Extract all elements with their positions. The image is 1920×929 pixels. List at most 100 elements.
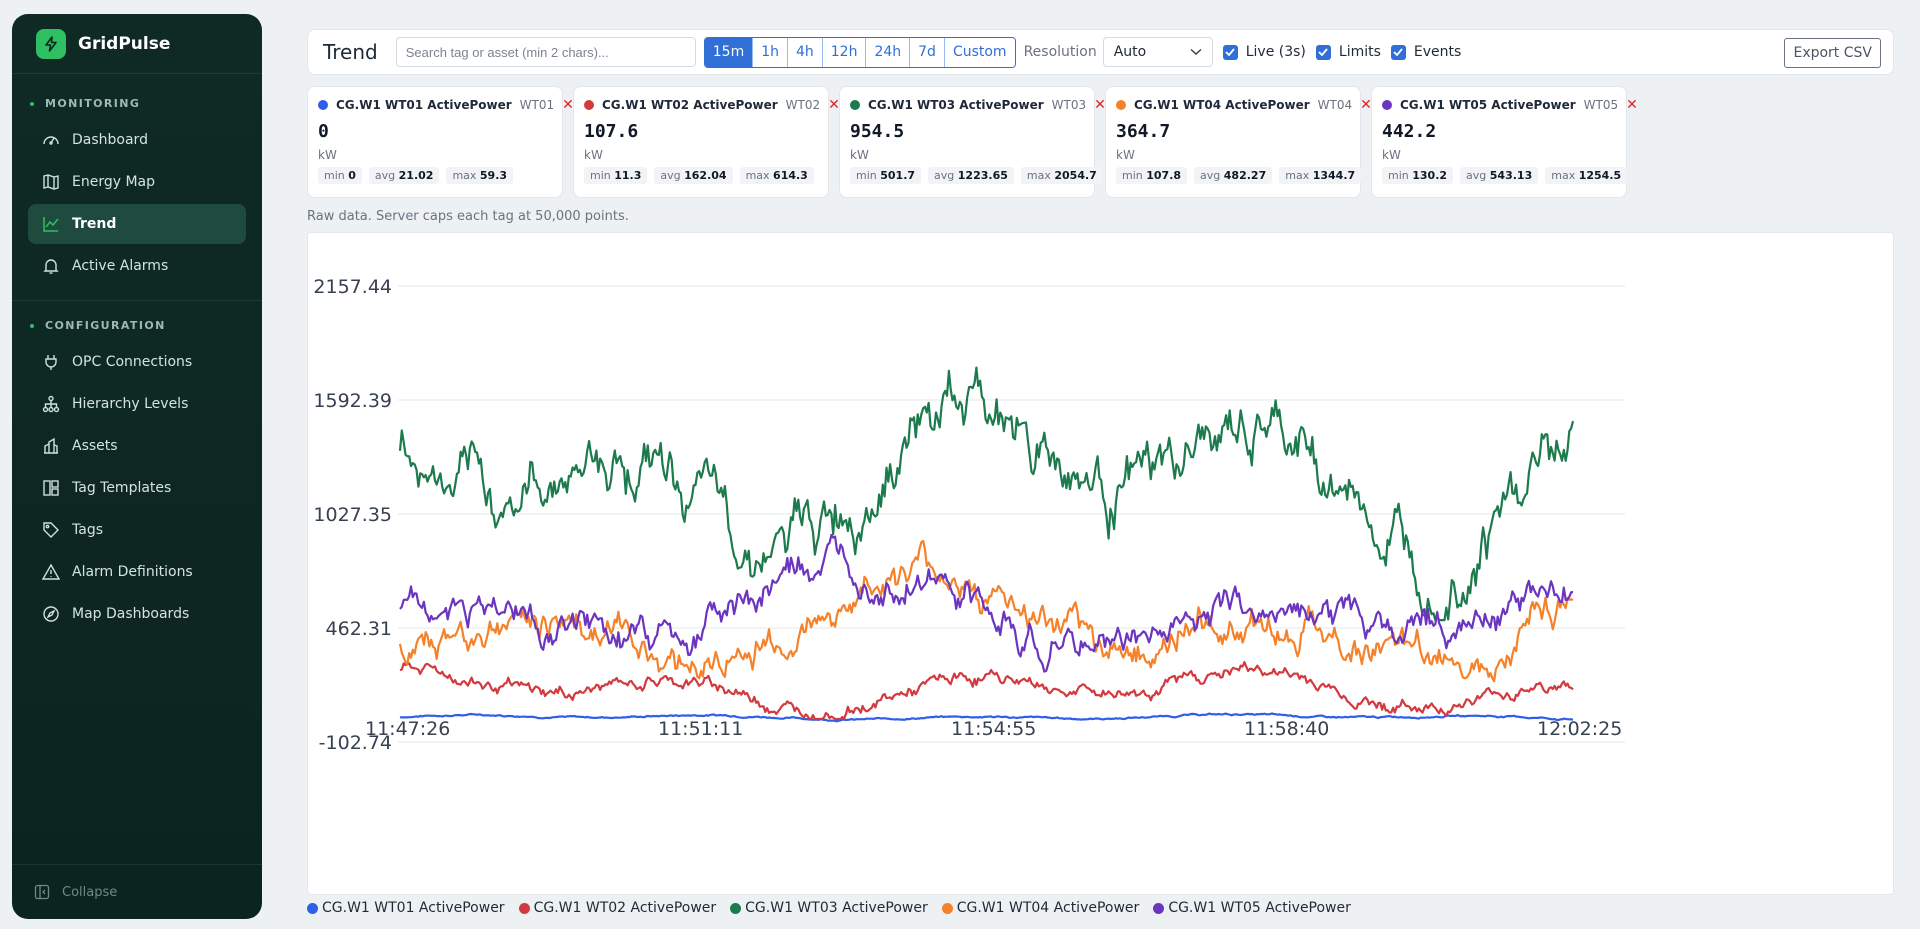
series-color-swatch (584, 100, 594, 110)
remove-tag-icon[interactable]: ✕ (828, 97, 840, 113)
sidebar-item-label: Alarm Definitions (72, 564, 193, 580)
x-tick-label: 11:51:11 (658, 718, 743, 740)
legend-label: CG.W1 WT05 ActivePower (1168, 900, 1351, 916)
tag-unit: kW (584, 148, 603, 162)
legend-swatch (1153, 902, 1165, 914)
trend-icon (43, 217, 59, 232)
series-line (399, 533, 1574, 673)
tag-name: CG.W1 WT03 ActivePower (868, 98, 1044, 112)
tag-search-input[interactable] (395, 37, 696, 67)
legend-item[interactable]: CG.W1 WT02 ActivePower (518, 900, 716, 916)
y-tick-label: 1027.35 (313, 504, 392, 526)
x-tick-label: 11:58:40 (1244, 718, 1329, 740)
tag-code: WT02 (785, 98, 821, 112)
bell-icon (43, 259, 59, 274)
brand[interactable]: GridPulse (12, 14, 262, 74)
events-checkbox[interactable]: Events (1390, 44, 1461, 60)
range-24h-button[interactable]: 24h (866, 37, 911, 67)
legend-item[interactable]: CG.W1 WT05 ActivePower (1153, 900, 1351, 916)
sidebar-item-energy-map[interactable]: Energy Map (28, 162, 246, 202)
y-tick-label: 2157.44 (313, 276, 392, 298)
tag-current-value: 442.2 (1382, 121, 1437, 142)
sidebar-item-label: Energy Map (72, 174, 156, 190)
tag-code: WT05 (1583, 98, 1619, 112)
legend-item[interactable]: CG.W1 WT01 ActivePower (307, 900, 505, 916)
sidebar-item-trend[interactable]: Trend (28, 204, 246, 244)
sidebar: GridPulse MONITORING Dashboard Energy Ma… (12, 14, 262, 919)
hierarchy-icon (42, 395, 60, 413)
tag-current-value: 107.6 (584, 121, 639, 142)
sidebar-item-label: Trend (72, 216, 117, 232)
legend-item[interactable]: CG.W1 WT04 ActivePower (941, 900, 1140, 916)
data-note: Raw data. Server caps each tag at 50,000… (307, 209, 629, 224)
tag-name: CG.W1 WT01 ActivePower (336, 98, 512, 112)
trend-chart[interactable]: 2157.44 1592.39 1027.35 462.31 -102.74 11:47:… (307, 232, 1894, 895)
tag-unit: kW (318, 148, 337, 162)
tag-card: CG.W1 WT04 ActivePower WT04 ✕ 364.7 kW m… (1105, 86, 1372, 198)
time-range-group: 15m 1h 4h 12h 24h 7d Custom (703, 36, 1016, 68)
series-color-swatch (318, 100, 328, 110)
series-color-swatch (1116, 100, 1126, 110)
legend-label: CG.W1 WT01 ActivePower (322, 900, 505, 916)
sidebar-item-label: Assets (72, 438, 118, 454)
sidebar-item-label: Tags (72, 522, 103, 538)
warning-icon (42, 563, 60, 580)
tag-name: CG.W1 WT04 ActivePower (1134, 98, 1310, 112)
tag-icon (43, 522, 59, 538)
sidebar-item-hierarchy-levels[interactable]: Hierarchy Levels (28, 384, 246, 424)
sidebar-item-tag-templates[interactable]: Tag Templates (28, 468, 246, 508)
range-15m-button[interactable]: 15m (704, 37, 754, 67)
export-csv-button[interactable]: Export CSV (1784, 38, 1881, 68)
series-line (398, 366, 1575, 622)
resolution-label: Resolution (1023, 44, 1097, 60)
sidebar-item-tags[interactable]: Tags (28, 510, 246, 550)
check-icon (1315, 44, 1331, 60)
x-tick-label: 11:47:26 (365, 718, 450, 740)
stat-max: max 614.3 (739, 167, 814, 184)
tag-unit: kW (850, 148, 869, 162)
range-4h-button[interactable]: 4h (787, 37, 823, 67)
collapse-button[interactable]: Collapse (12, 864, 262, 919)
y-tick-label: -102.74 (319, 732, 392, 754)
section-configuration: CONFIGURATION (12, 319, 262, 332)
remove-tag-icon[interactable]: ✕ (1094, 97, 1106, 113)
sidebar-item-map-dashboards[interactable]: Map Dashboards (28, 594, 246, 634)
resolution-select[interactable]: Auto (1102, 37, 1213, 67)
stat-max: max 1344.7 (1279, 167, 1362, 184)
live-checkbox[interactable]: Live (3s) (1222, 44, 1306, 60)
tag-card: CG.W1 WT03 ActivePower WT03 ✕ 954.5 kW m… (839, 86, 1106, 198)
map-icon (43, 174, 59, 190)
range-custom-button[interactable]: Custom (944, 37, 1015, 67)
sidebar-item-dashboard[interactable]: Dashboard (28, 120, 246, 160)
check-icon (1222, 44, 1238, 60)
sidebar-item-alarm-definitions[interactable]: Alarm Definitions (28, 552, 246, 592)
legend-label: CG.W1 WT03 ActivePower (745, 900, 928, 916)
plug-icon (45, 355, 57, 370)
legend-label: CG.W1 WT04 ActivePower (956, 900, 1140, 916)
sidebar-item-label: OPC Connections (72, 354, 193, 370)
remove-tag-icon[interactable]: ✕ (1360, 97, 1372, 113)
series-color-swatch (1382, 100, 1392, 110)
collapse-icon (34, 884, 50, 900)
sidebar-item-assets[interactable]: Assets (28, 426, 246, 466)
range-1h-button[interactable]: 1h (753, 37, 788, 67)
tag-current-value: 954.5 (850, 121, 905, 142)
range-7d-button[interactable]: 7d (910, 37, 945, 67)
sidebar-item-active-alarms[interactable]: Active Alarms (28, 246, 246, 286)
legend-swatch (307, 902, 318, 914)
legend-item[interactable]: CG.W1 WT03 ActivePower (730, 900, 928, 916)
limits-checkbox[interactable]: Limits (1315, 44, 1381, 60)
tag-name: CG.W1 WT02 ActivePower (602, 98, 778, 112)
sidebar-item-opc-connections[interactable]: OPC Connections (28, 342, 246, 382)
tag-current-value: 0 (318, 121, 329, 142)
stat-min: min 130.2 (1382, 167, 1454, 184)
stat-max: max 2054.7 (1020, 167, 1103, 184)
series-color-swatch (850, 100, 860, 110)
remove-tag-icon[interactable]: ✕ (562, 97, 574, 113)
series-line (399, 712, 1574, 723)
tag-card: CG.W1 WT01 ActivePower WT01 ✕ 0 kW min 0… (307, 86, 574, 198)
stat-max: max 59.3 (446, 167, 514, 184)
tag-code: WT03 (1051, 98, 1087, 112)
remove-tag-icon[interactable]: ✕ (1626, 97, 1638, 113)
range-12h-button[interactable]: 12h (822, 37, 867, 67)
